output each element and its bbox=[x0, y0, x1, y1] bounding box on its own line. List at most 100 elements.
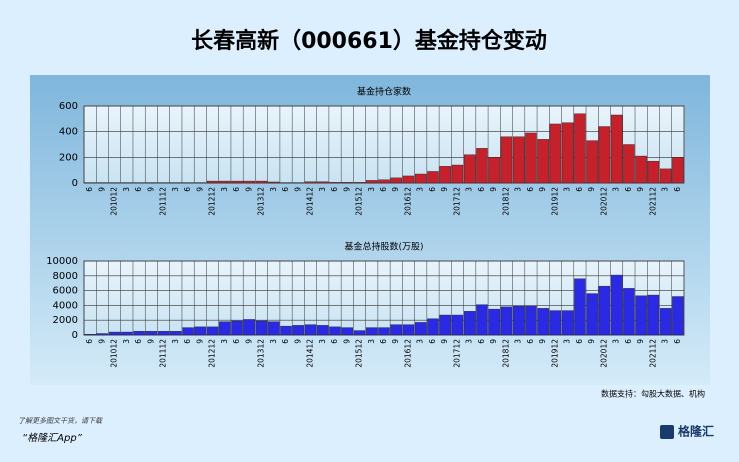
x-tick-label: 201112 bbox=[159, 187, 168, 216]
x-tick-label: 6 bbox=[183, 187, 192, 192]
bar bbox=[366, 180, 378, 184]
logo-icon bbox=[660, 425, 674, 439]
bar bbox=[243, 180, 256, 184]
bar bbox=[451, 164, 464, 184]
y-tick-label: 600 bbox=[59, 101, 78, 112]
x-tick-label: 3 bbox=[318, 187, 327, 192]
bar bbox=[647, 294, 660, 336]
bar bbox=[610, 274, 623, 336]
x-tick-label: 201812 bbox=[501, 187, 510, 216]
x-tick-label: 6 bbox=[134, 339, 143, 344]
x-tick-label: 3 bbox=[122, 339, 131, 344]
bar bbox=[341, 182, 353, 184]
bar bbox=[280, 325, 292, 336]
bar bbox=[488, 157, 500, 184]
y-tick-label: 2000 bbox=[53, 315, 78, 326]
bar bbox=[476, 304, 488, 336]
bar bbox=[353, 182, 366, 184]
x-tick-label: 201812 bbox=[501, 339, 510, 368]
x-tick-label: 202012 bbox=[599, 339, 608, 368]
x-tick-label: 9 bbox=[195, 187, 204, 192]
x-tick-label: 9 bbox=[489, 339, 498, 344]
bar bbox=[549, 123, 562, 184]
source: 数据支持：勾股大数据、机构 bbox=[601, 389, 705, 399]
bar bbox=[598, 126, 611, 184]
x-tick-label: 3 bbox=[514, 339, 523, 344]
x-tick-label: 3 bbox=[318, 339, 327, 344]
x-tick-label: 6 bbox=[330, 339, 339, 344]
bar bbox=[598, 285, 611, 336]
bar bbox=[415, 173, 427, 184]
y-tick-label: 10000 bbox=[46, 256, 78, 267]
bar bbox=[672, 296, 684, 336]
x-tick-label: 201712 bbox=[452, 339, 461, 368]
bar bbox=[415, 322, 427, 336]
x-tick-label: 3 bbox=[661, 187, 670, 192]
bar bbox=[268, 321, 280, 336]
bar bbox=[464, 154, 476, 184]
x-tick-label: 201212 bbox=[208, 187, 217, 216]
bar bbox=[317, 325, 329, 336]
x-tick-label: 6 bbox=[281, 187, 290, 192]
x-tick-label: 9 bbox=[146, 187, 155, 192]
x-tick-label: 6 bbox=[526, 187, 535, 192]
bar bbox=[133, 331, 145, 336]
x-tick-label: 3 bbox=[171, 339, 180, 344]
x-tick-label: 9 bbox=[146, 339, 155, 344]
bar bbox=[378, 179, 390, 184]
page-title: 长春高新（000661）基金持仓变动 bbox=[191, 28, 547, 54]
x-tick-label: 9 bbox=[391, 339, 400, 344]
x-tick-label: 9 bbox=[244, 339, 253, 344]
x-tick-label: 202112 bbox=[648, 187, 657, 216]
bar bbox=[329, 326, 341, 336]
bar bbox=[378, 327, 390, 336]
bar bbox=[512, 136, 525, 184]
x-tick-label: 6 bbox=[134, 187, 143, 192]
x-tick-label: 202112 bbox=[648, 339, 657, 368]
bar bbox=[439, 166, 451, 184]
bar bbox=[623, 288, 635, 336]
x-tick-label: 9 bbox=[538, 187, 547, 192]
x-tick-label: 6 bbox=[183, 339, 192, 344]
x-tick-label: 9 bbox=[391, 187, 400, 192]
bar bbox=[561, 310, 574, 336]
x-tick-label: 201712 bbox=[452, 187, 461, 216]
x-tick-label: 3 bbox=[269, 187, 278, 192]
chart-title: 基金总持股数(万股) bbox=[344, 241, 423, 253]
bar bbox=[659, 308, 672, 336]
bar bbox=[390, 177, 402, 184]
bar bbox=[439, 314, 451, 336]
bar bbox=[255, 180, 268, 184]
bar bbox=[659, 168, 672, 184]
x-tick-label: 9 bbox=[195, 339, 204, 344]
bar bbox=[206, 180, 219, 184]
x-tick-label: 201612 bbox=[403, 187, 412, 216]
x-tick-label: 201412 bbox=[306, 187, 315, 216]
promo: 了解更多图文干货，请下载 bbox=[18, 417, 103, 425]
x-tick-label: 9 bbox=[342, 187, 351, 192]
x-tick-label: 3 bbox=[367, 187, 376, 192]
x-tick-label: 9 bbox=[538, 339, 547, 344]
x-tick-label: 6 bbox=[85, 187, 94, 192]
bar bbox=[390, 324, 402, 336]
bar bbox=[121, 331, 133, 336]
bar bbox=[317, 181, 329, 184]
bar bbox=[672, 157, 684, 184]
bar bbox=[488, 308, 500, 336]
x-tick-label: 9 bbox=[489, 187, 498, 192]
x-tick-label: 3 bbox=[269, 339, 278, 344]
bar bbox=[353, 330, 366, 336]
x-tick-label: 9 bbox=[636, 187, 645, 192]
bar bbox=[623, 144, 635, 184]
x-tick-label: 6 bbox=[575, 339, 584, 344]
bar bbox=[84, 334, 96, 336]
x-tick-label: 201912 bbox=[550, 339, 559, 368]
y-tick-label: 200 bbox=[59, 152, 78, 163]
x-tick-label: 201512 bbox=[355, 339, 364, 368]
x-tick-label: 9 bbox=[293, 339, 302, 344]
bar bbox=[366, 327, 378, 336]
x-tick-label: 6 bbox=[281, 339, 290, 344]
x-tick-label: 6 bbox=[379, 187, 388, 192]
